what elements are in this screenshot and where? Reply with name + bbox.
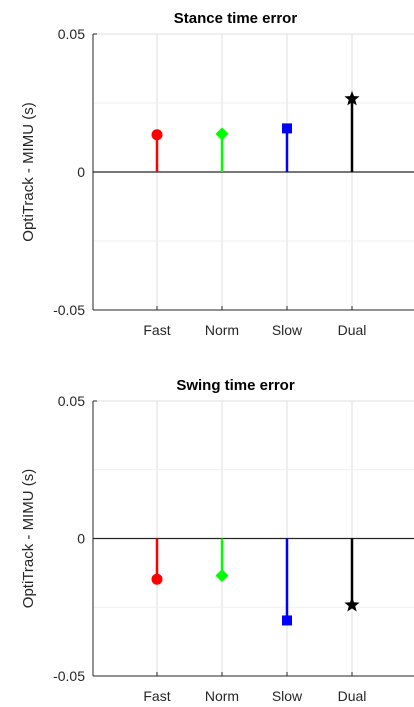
y-tick-label: 0.05 xyxy=(58,26,85,42)
stem-marker-norm xyxy=(215,569,229,583)
chart-panel-1: -0.05 0 0.05 Fast Norm Slow Dual Stance time er… xyxy=(20,10,414,338)
stem-marker-dual xyxy=(344,597,360,612)
x-tick-label: Dual xyxy=(338,688,367,704)
y-tick-label: 0.05 xyxy=(58,393,85,409)
stem-marker-norm xyxy=(215,127,229,141)
y-tick-label: -0.05 xyxy=(53,302,85,318)
x-tick-label: Norm xyxy=(205,688,239,704)
chart-title: Stance time error xyxy=(174,10,298,27)
y-tick-label: -0.05 xyxy=(53,668,85,684)
chart-panel-2: -0.05 0 0.05 Fast Norm Slow Dual Swing time err… xyxy=(20,377,414,704)
y-axis-label: OptiTrack - MIMU (s) xyxy=(20,469,37,608)
stem-marker-fast xyxy=(151,573,163,585)
stem-marker-dual xyxy=(344,90,360,106)
stem-marker-slow xyxy=(282,123,292,134)
y-tick-label: 0 xyxy=(77,164,85,180)
x-tick-label: Norm xyxy=(205,322,239,338)
y-tick-label: 0 xyxy=(77,531,85,547)
y-axis-label: OptiTrack - MIMU (s) xyxy=(20,102,37,241)
chart-title: Swing time error xyxy=(176,377,295,394)
x-tick-label: Slow xyxy=(272,322,303,338)
x-tick-label: Dual xyxy=(338,322,367,338)
stem-marker-slow xyxy=(282,615,292,626)
x-tick-label: Fast xyxy=(143,322,170,338)
x-tick-label: Slow xyxy=(272,688,303,704)
x-tick-label: Fast xyxy=(143,688,170,704)
stem-marker-fast xyxy=(151,129,163,141)
